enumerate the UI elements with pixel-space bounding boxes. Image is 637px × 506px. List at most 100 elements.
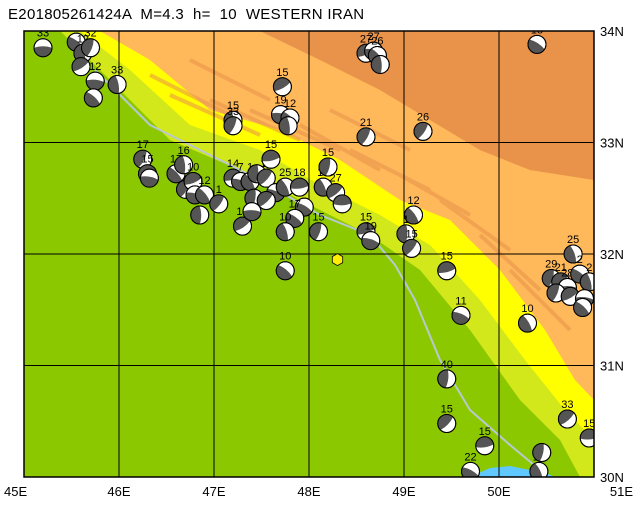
focal-mechanism[interactable] [83, 88, 103, 108]
focal-mechanism[interactable]: 15 [318, 147, 338, 177]
compressional-quadrant [279, 116, 290, 135]
compressional-quadrant [542, 269, 554, 288]
focal-mechanism[interactable] [332, 194, 352, 214]
event-title: E201805261424A M=4.3 h= 10 WESTERN IRAN [8, 6, 365, 23]
depth-label: 10 [521, 303, 533, 315]
focal-mechanism[interactable]: 15 [402, 228, 422, 258]
depth-label: 11 [455, 295, 466, 307]
depth-label: 22 [464, 451, 476, 463]
depth-label: 27 [329, 173, 341, 185]
depth-label: 15 [141, 154, 153, 166]
depth-label: 7 [238, 162, 244, 174]
focal-mechanism[interactable]: 33 [223, 106, 243, 136]
compressional-quadrant [184, 172, 202, 185]
focal-mechanism[interactable]: 25 [563, 234, 583, 264]
focal-mechanism[interactable]: 33 [33, 28, 53, 58]
focal-mechanism[interactable]: 33 [557, 399, 577, 429]
compressional-quadrant [371, 55, 382, 74]
compressional-quadrant [414, 122, 429, 139]
focal-mechanism[interactable]: 21 [356, 117, 376, 147]
compressional-quadrant [437, 261, 456, 273]
focal-mechanism[interactable]: 19 [361, 221, 381, 251]
focal-mechanism[interactable] [546, 283, 566, 303]
focal-mechanism[interactable]: 10 [275, 251, 295, 281]
compressional-quadrant [402, 239, 418, 256]
compressional-quadrant [461, 467, 479, 477]
depth-label: 19 [365, 221, 377, 233]
focal-mechanism[interactable] [242, 202, 262, 222]
depth-label: 14 [227, 158, 239, 170]
focal-mechanism[interactable]: 15 [437, 251, 457, 281]
depth-label: 10 [187, 162, 199, 174]
focal-mechanism[interactable]: 10 [275, 212, 295, 242]
focal-mechanism[interactable]: 15 [261, 139, 281, 169]
focal-mechanism[interactable] [370, 54, 390, 74]
depth-label: 15 [405, 228, 417, 240]
focal-mechanism[interactable]: 10 [518, 303, 537, 333]
compressional-quadrant [451, 311, 470, 325]
focal-mechanism[interactable]: 2 [579, 262, 598, 292]
compressional-quadrant [475, 436, 494, 448]
focal-mechanism[interactable] [256, 190, 276, 210]
compressional-quadrant [561, 287, 578, 302]
compressional-quadrant [437, 369, 449, 388]
depth-label: 21 [360, 117, 372, 129]
focal-mechanism[interactable]: 12 [404, 195, 423, 225]
depth-label: 29 [545, 259, 557, 271]
compressional-quadrant [190, 205, 202, 224]
compressional-quadrant [247, 164, 259, 183]
lon-label: 47E [202, 484, 225, 499]
compressional-quadrant [532, 443, 544, 462]
focal-mechanism[interactable]: 15 [272, 67, 292, 97]
compressional-quadrant [357, 222, 375, 235]
depth-label: 17 [137, 139, 149, 151]
compressional-quadrant [174, 155, 186, 174]
focal-mechanism[interactable]: 12 [195, 175, 214, 205]
depth-label: 12 [89, 61, 101, 73]
compressional-quadrant [72, 57, 89, 72]
focal-mechanism[interactable]: 15 [475, 426, 495, 456]
focal-mechanism[interactable]: 25 [275, 167, 295, 197]
compressional-quadrant [573, 301, 590, 317]
compressional-quadrant [262, 150, 280, 162]
depth-label: 15 [276, 67, 288, 79]
focal-mechanism[interactable] [71, 57, 91, 77]
focal-mechanism[interactable] [532, 442, 552, 462]
compressional-quadrant [224, 116, 237, 134]
lat-label: 32N [600, 247, 624, 262]
depth-label: 33 [111, 65, 123, 77]
focal-mechanism[interactable]: 26 [413, 111, 433, 141]
depth-label: 2 [586, 262, 592, 274]
lat-label: 31N [600, 359, 624, 374]
compressional-quadrant [273, 77, 291, 92]
depth-label: 15 [441, 403, 453, 415]
focal-mechanism[interactable]: 17 [285, 198, 305, 228]
focal-mechanism[interactable]: 18 [290, 167, 309, 197]
focal-mechanism[interactable]: 40 [437, 359, 457, 389]
depth-label: 33 [37, 28, 49, 40]
focal-mechanism[interactable] [190, 205, 210, 225]
compressional-quadrant [326, 183, 343, 199]
depth-label: 33 [561, 399, 573, 411]
focal-mechanism[interactable] [278, 116, 298, 136]
focal-mechanism[interactable] [573, 298, 593, 318]
focal-mechanism[interactable]: 11 [451, 295, 471, 325]
focal-mechanism[interactable]: 32 [81, 28, 100, 58]
depth-label: 26 [417, 111, 429, 123]
focal-mechanism[interactable]: 15 [309, 212, 328, 242]
focal-mechanism[interactable] [139, 168, 159, 188]
focal-mechanism[interactable]: 1 [396, 214, 416, 244]
depth-label: 15 [227, 100, 239, 112]
focal-mechanism[interactable]: 1 [209, 184, 229, 214]
focal-mechanism[interactable]: 15 [437, 403, 457, 433]
latitude-labels: 34N 33N 32N 31N 30N [600, 24, 624, 485]
focal-mechanism[interactable]: 16 [174, 145, 194, 175]
focal-mechanism[interactable]: 15 [527, 24, 547, 54]
depth-label: 1 [403, 214, 409, 226]
focal-mechanism[interactable]: 12 [85, 61, 105, 91]
depth-label: 15 [479, 426, 491, 438]
focal-mechanism[interactable]: 33 [107, 65, 127, 95]
focal-mechanism[interactable]: 15 [579, 418, 598, 448]
compressional-quadrant [396, 224, 408, 243]
focal-mechanism[interactable]: 22 [461, 451, 480, 480]
